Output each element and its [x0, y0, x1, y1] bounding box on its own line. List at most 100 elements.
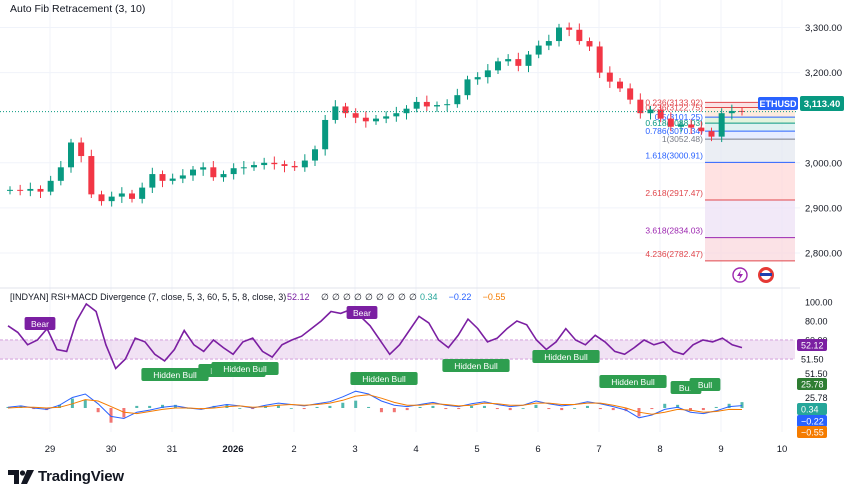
macd-histogram-bar [238, 408, 242, 409]
macd-histogram-bar [534, 404, 538, 408]
candle-body [108, 196, 115, 202]
macd-histogram-bar [560, 408, 564, 411]
grid [0, 0, 800, 432]
divergence-label: Bear [353, 308, 371, 318]
divergence-label: Hidden Bull [153, 370, 197, 380]
candle-body [393, 113, 400, 117]
price-series [0, 22, 798, 207]
divergence-label-bg [532, 350, 600, 363]
candle-body [413, 101, 420, 109]
indicator-value-badge: 0.34 [801, 405, 819, 415]
fib-level-label: 0.786(3070.34) [645, 126, 703, 136]
divergence-label-bg [689, 378, 721, 391]
macd-histogram-bar [289, 408, 293, 409]
indicator-y-tick: 100.00 [805, 298, 833, 308]
indicator-value-badge-bg [797, 378, 827, 390]
candle-body [545, 41, 552, 46]
divergence-label-bg [211, 362, 279, 375]
macd-histogram-bar [341, 402, 345, 408]
macd-histogram-bar [688, 408, 692, 412]
macd-histogram-bar [714, 406, 718, 408]
indicator-header-value: ∅ [321, 292, 329, 302]
candle-body [78, 142, 85, 157]
candle-body [159, 174, 166, 181]
fib-zone [705, 162, 795, 201]
macd-histogram-bar [508, 408, 512, 411]
candle-body [27, 188, 34, 191]
x-tick-label: 5 [474, 444, 479, 455]
candle-body [678, 124, 684, 127]
macd-histogram-bar [109, 408, 113, 423]
macd-histogram-bar [624, 408, 628, 412]
candle-body [261, 162, 268, 166]
last-price-badge-bg [800, 96, 844, 111]
candle-body [556, 27, 562, 42]
x-tick-label: 3 [352, 444, 357, 455]
candle-body [576, 29, 583, 42]
y-tick-label: 3,200.00 [805, 68, 842, 79]
fib-level-label: 0.236(3133.92) [645, 97, 703, 107]
divergence-label: Hidden Bull [223, 364, 267, 374]
macd-histogram-bar [650, 408, 654, 410]
candle-body [423, 101, 430, 107]
candle-body [535, 45, 542, 55]
candle-body [179, 175, 186, 179]
macd-histogram-bar [161, 404, 165, 408]
divergence-label-bg [141, 368, 209, 381]
candle-body [57, 167, 64, 181]
last-price-marker: ETHUSD 3,113.40 [758, 96, 844, 111]
divergence-label: Hidden Bull [611, 377, 655, 387]
candle-body [230, 168, 237, 175]
candle-body [373, 118, 379, 122]
macd-histogram-bar [251, 408, 255, 410]
indicator-title: [INDYAN] RSI+MACD Divergence (7, close, … [10, 292, 286, 302]
flag-icon[interactable] [758, 267, 774, 283]
indicator-value-badge-bg [797, 415, 827, 427]
x-tick-label: 2026 [222, 444, 243, 455]
candle-body [332, 106, 339, 120]
fib-zone [705, 200, 795, 238]
candle-body [495, 61, 501, 71]
divergence-label-bg [346, 306, 378, 319]
fib-zone [705, 117, 795, 124]
rsi-series [7, 302, 743, 370]
y-tick-label: 3,300.00 [805, 23, 842, 34]
divergence-label: Hidden Bull [362, 374, 406, 384]
x-tick-label: 9 [718, 444, 723, 455]
candle-body [251, 165, 257, 168]
indicator-y-tick: 80.00 [805, 317, 828, 327]
fib-zone [705, 102, 795, 108]
macd-histogram-bar [379, 408, 383, 413]
x-tick-label: 2 [291, 444, 296, 455]
last-price-badge: 3,113.40 [804, 99, 840, 110]
candle-body [657, 109, 664, 119]
candle-body [17, 189, 24, 191]
x-tick-label: 6 [535, 444, 540, 455]
candle-body [484, 70, 491, 78]
x-tick-label: 4 [413, 444, 418, 455]
candle-body [596, 46, 603, 73]
indicator-axis: 100.0080.0060.0051.5025.7852.1251.5025.7… [797, 298, 833, 438]
macd-histogram-bar [663, 403, 667, 408]
macd-histogram-bar [302, 408, 306, 410]
candle-body [444, 104, 451, 106]
macd-histogram-bar [32, 408, 36, 410]
macd-histogram-bar [701, 408, 705, 411]
indicator-value-badge: −0.55 [801, 428, 824, 438]
candle-body [190, 169, 196, 176]
price-axis: 3,300.00 3,200.00 3,000.00 2,900.00 2,800.00 [805, 23, 842, 259]
alert-icon[interactable] [732, 267, 748, 283]
divergence-label-bg [442, 359, 510, 372]
fib-zone [705, 107, 795, 118]
macd-histogram-bar [418, 406, 422, 408]
fib-level-label: 4.236(2782.47) [645, 249, 703, 259]
macd-histogram-bar [328, 405, 332, 408]
macd-histogram-bar [585, 405, 589, 408]
rsi-band [0, 340, 795, 359]
macd-histogram-bar [173, 404, 177, 408]
fib-level-label: 3.618(2834.03) [645, 226, 703, 236]
x-tick-label: 29 [45, 444, 56, 455]
macd-histogram-bar [444, 408, 448, 410]
fib-level-label: 1(3052.48) [662, 134, 703, 144]
macd-histogram-bar [457, 408, 461, 410]
